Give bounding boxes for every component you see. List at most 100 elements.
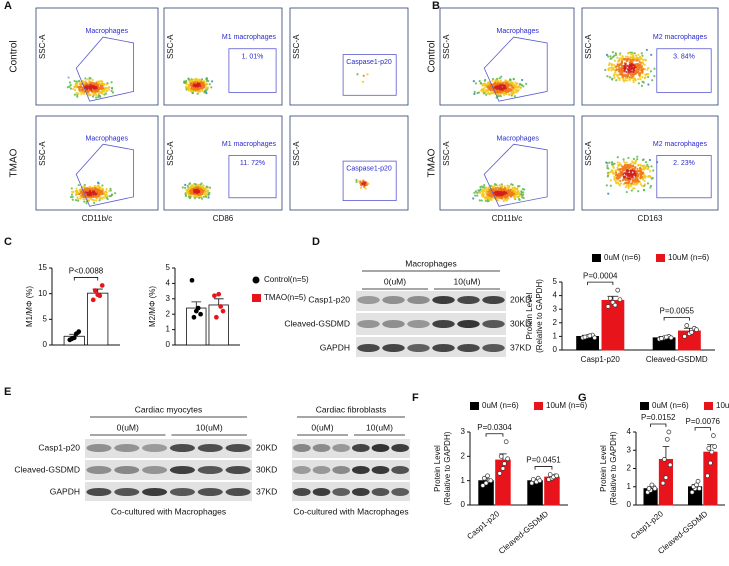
legend-marker xyxy=(252,294,261,302)
event-dot xyxy=(507,192,510,195)
blot-band xyxy=(382,344,405,352)
event-dot xyxy=(643,63,646,67)
blot-band xyxy=(432,344,455,352)
event-dot xyxy=(629,164,632,167)
event-dot xyxy=(85,202,88,205)
data-point xyxy=(612,302,618,308)
data-point xyxy=(694,327,699,332)
event-dot xyxy=(91,188,94,191)
data-point xyxy=(537,478,543,484)
legend-label: 10uM (n=6) xyxy=(716,401,729,410)
x-axis-label: CD163 xyxy=(638,214,663,223)
event-dot xyxy=(86,90,89,93)
event-dot xyxy=(641,158,644,162)
event-dot xyxy=(487,82,490,85)
event-dot xyxy=(630,182,634,185)
event-dot xyxy=(86,192,89,195)
data-point xyxy=(664,436,670,442)
event-dot xyxy=(190,189,193,192)
x-tick-label: Casp1-p20 xyxy=(465,509,501,541)
y-axis-label: Protein Level xyxy=(525,292,534,339)
data-point xyxy=(530,477,536,482)
event-dot xyxy=(101,86,104,90)
gate xyxy=(75,143,135,207)
legend-label: Control(n=5) xyxy=(264,275,309,284)
data-point xyxy=(189,277,195,283)
event-dot xyxy=(488,194,491,197)
event-dot xyxy=(609,57,612,60)
event-dot xyxy=(190,184,193,188)
event-dot xyxy=(499,80,502,83)
blot-band xyxy=(142,488,168,496)
event-dot xyxy=(102,196,105,199)
event-dot xyxy=(93,184,96,188)
data-point xyxy=(668,335,674,341)
event-dot xyxy=(366,73,369,76)
event-dot xyxy=(97,194,101,197)
event-dot xyxy=(492,186,495,189)
event-dot xyxy=(635,54,638,57)
data-point xyxy=(198,311,203,317)
event-dot xyxy=(195,79,198,82)
event-dot xyxy=(641,61,644,64)
blot-band xyxy=(225,488,251,496)
event-dot xyxy=(626,179,629,182)
event-dot xyxy=(472,79,475,83)
event-dot xyxy=(84,77,87,80)
event-dot xyxy=(202,187,205,190)
event-dot xyxy=(508,189,511,192)
event-dot xyxy=(624,55,627,58)
event-dot xyxy=(206,186,209,189)
event-dot xyxy=(606,166,609,170)
event-dot xyxy=(197,183,200,186)
event-dot xyxy=(625,79,628,82)
event-dot xyxy=(189,195,192,198)
event-dot xyxy=(615,173,618,177)
blot-band xyxy=(391,444,410,452)
event-dot xyxy=(621,55,624,58)
event-dot xyxy=(617,172,620,175)
x-tick-label: Cleaved-GSDMD xyxy=(646,355,708,364)
panel-label: C xyxy=(4,236,12,248)
event-dot xyxy=(652,169,655,172)
event-dot xyxy=(606,164,609,167)
y-axis-label: SSC-A xyxy=(38,34,47,59)
data-point xyxy=(503,439,509,445)
event-dot xyxy=(478,191,481,194)
group-label: 10(uM) xyxy=(196,422,223,432)
data-point xyxy=(216,291,222,297)
event-dot xyxy=(640,52,643,55)
gate xyxy=(75,36,135,102)
event-dot xyxy=(68,81,72,84)
data-point xyxy=(582,334,588,340)
event-dot xyxy=(632,157,636,161)
event-dot xyxy=(96,84,100,87)
blot-band xyxy=(86,488,112,496)
event-dot xyxy=(479,82,482,85)
data-point xyxy=(659,336,664,341)
event-dot xyxy=(620,163,623,167)
event-dot xyxy=(88,89,91,92)
event-dot xyxy=(101,82,104,85)
event-dot xyxy=(91,198,94,202)
blot-band xyxy=(142,444,168,452)
event-dot xyxy=(622,176,626,179)
x-tick-label: Cleaved-GSDMD xyxy=(497,509,550,556)
blot-background xyxy=(292,439,410,501)
event-dot xyxy=(101,184,104,187)
blot-band xyxy=(332,488,351,496)
event-dot xyxy=(636,63,639,66)
row-label: Control xyxy=(9,40,20,72)
blot-background xyxy=(356,291,506,357)
event-dot xyxy=(76,82,79,86)
flow-plot-frame xyxy=(581,7,719,106)
event-dot xyxy=(102,191,106,194)
data-point xyxy=(617,297,623,303)
blot-band xyxy=(357,344,380,352)
data-point xyxy=(505,456,511,462)
event-dot xyxy=(624,74,627,78)
event-dot xyxy=(503,188,506,192)
event-dot xyxy=(617,77,620,80)
event-dot xyxy=(636,155,639,158)
y-axis-label: M2/MΦ (%) xyxy=(148,286,157,327)
